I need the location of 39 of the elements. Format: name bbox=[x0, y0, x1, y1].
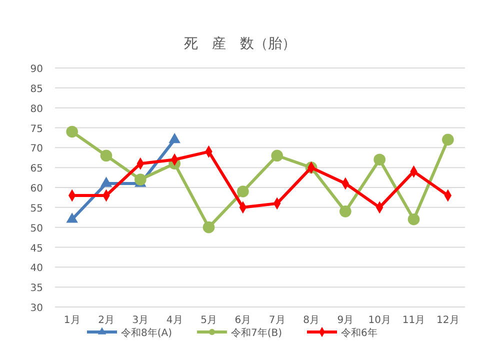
chart-title: 死 産 数（胎） bbox=[184, 36, 296, 52]
point bbox=[340, 205, 352, 218]
x-tick-label: 1月 bbox=[64, 315, 80, 326]
x-tick-label: 6月 bbox=[234, 315, 252, 326]
y-tick-label: 80 bbox=[30, 104, 43, 115]
point bbox=[66, 126, 78, 138]
x-tick-label: 4月 bbox=[166, 315, 183, 326]
y-tick-label: 65 bbox=[30, 164, 43, 175]
x-tick-label: 3月 bbox=[132, 315, 149, 326]
y-tick-label: 45 bbox=[30, 243, 43, 254]
point bbox=[100, 150, 112, 162]
x-tick-label: 11月 bbox=[402, 315, 426, 326]
y-tick-label: 40 bbox=[30, 263, 43, 274]
point bbox=[408, 213, 420, 226]
x-tick-label: 12月 bbox=[436, 315, 460, 326]
point bbox=[237, 186, 249, 198]
y-tick-label: 85 bbox=[30, 84, 43, 95]
y-tick-label: 60 bbox=[30, 184, 43, 194]
x-tick-label: 10月 bbox=[368, 315, 391, 326]
x-tick-label: 9月 bbox=[337, 315, 354, 326]
x-tick-label: 7月 bbox=[268, 315, 286, 326]
x-tick-label: 2月 bbox=[98, 315, 114, 326]
legend-label: 令和7年(B) bbox=[231, 327, 282, 339]
y-tick-label: 75 bbox=[30, 124, 43, 135]
y-tick-label: 55 bbox=[30, 203, 43, 214]
y-tick-label: 50 bbox=[30, 223, 43, 234]
legend-label: 令和8年(A) bbox=[121, 327, 172, 339]
y-tick-label: 90 bbox=[30, 64, 43, 75]
y-tick-label: 70 bbox=[30, 144, 43, 155]
point bbox=[374, 154, 386, 166]
x-tick-label: 5月 bbox=[200, 315, 217, 326]
y-tick-label: 30 bbox=[30, 303, 43, 314]
point bbox=[271, 150, 283, 162]
point bbox=[442, 134, 454, 146]
point bbox=[134, 174, 146, 186]
legend-label: 令和6年 bbox=[341, 327, 378, 339]
point bbox=[202, 221, 215, 234]
y-tick-label: 35 bbox=[30, 283, 43, 294]
x-tick-label: 8月 bbox=[303, 315, 320, 326]
